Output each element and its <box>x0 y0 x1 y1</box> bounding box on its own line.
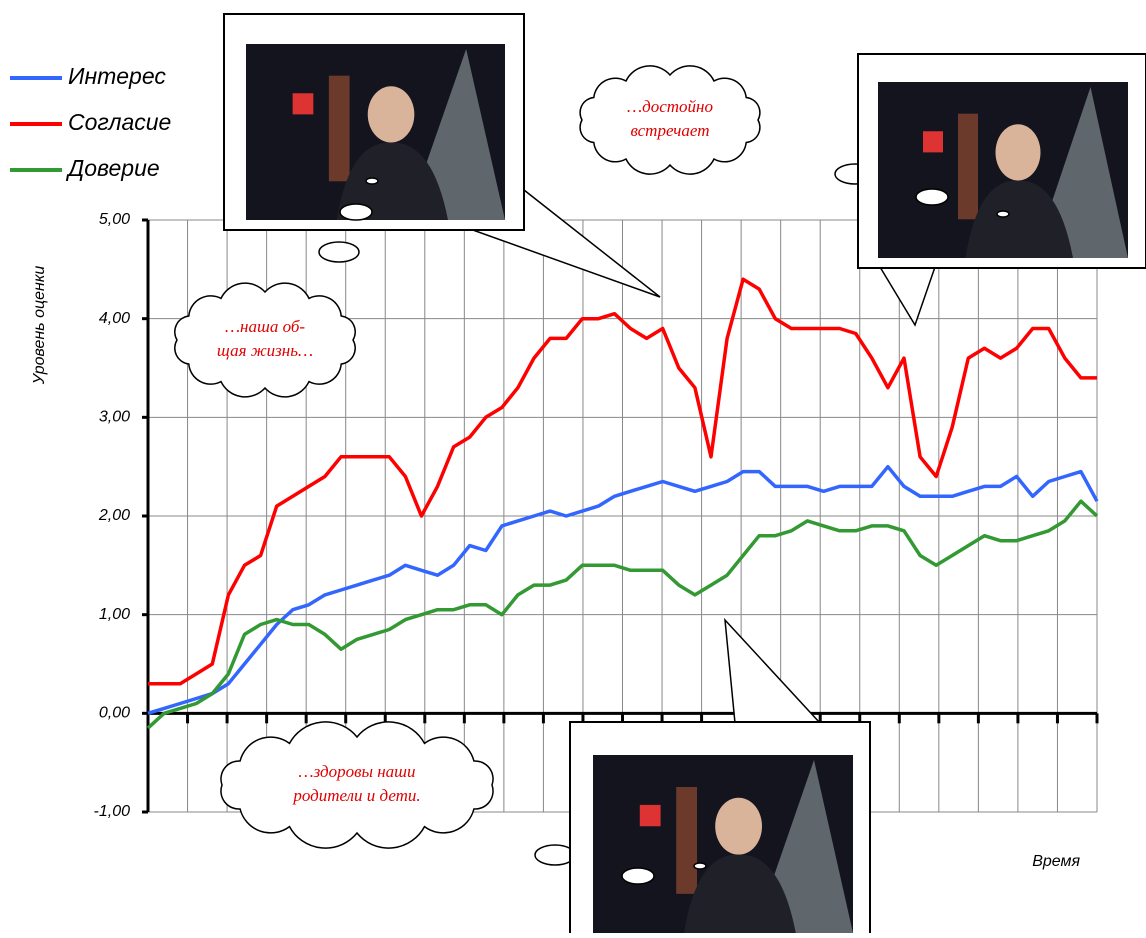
series-line <box>148 277 1097 686</box>
annotation: …здоровы наши <box>298 762 415 781</box>
thought-bubble <box>996 210 1010 218</box>
decorations: …достойно встречает …наша об-щая жизнь… …зд… <box>174 13 1146 938</box>
cloud <box>579 65 761 175</box>
callout-pointer <box>878 266 937 327</box>
suit <box>684 854 796 933</box>
annotation: …достойно <box>627 97 713 116</box>
face <box>367 86 415 143</box>
y-axis-label: Уровень оценки <box>31 266 48 386</box>
annotation: …наша об- <box>225 317 305 336</box>
legend-label: Интерес <box>68 63 166 89</box>
cloud <box>174 282 356 398</box>
tower <box>958 113 978 220</box>
annotation: щая жизнь… <box>217 341 313 360</box>
flag <box>923 131 943 153</box>
lines <box>146 277 1099 730</box>
tower <box>328 75 350 182</box>
cloud <box>220 721 494 849</box>
thought-bubble <box>915 188 949 206</box>
tower <box>676 787 697 894</box>
thought-bubble <box>339 203 373 221</box>
y-tick-label: 0,00 <box>99 705 130 722</box>
thought-bubble <box>621 867 655 885</box>
face <box>715 797 762 855</box>
suit <box>336 142 449 220</box>
thought-bubble <box>693 862 707 870</box>
y-tick-label: 5,00 <box>99 211 130 228</box>
y-tick-label: 3,00 <box>99 409 130 426</box>
annotation: родители и дети. <box>292 786 420 805</box>
flag <box>639 804 661 827</box>
legend-label: Согласие <box>68 109 171 135</box>
thought-bubble <box>365 177 379 185</box>
y-tick-label: 2,00 <box>98 507 130 524</box>
series-line <box>147 464 1099 715</box>
annotation: встречает <box>630 121 709 140</box>
series-line <box>146 499 1099 730</box>
x-axis-label: Время <box>1032 853 1080 870</box>
y-tick-label: -1,00 <box>94 803 131 820</box>
flag <box>292 93 314 115</box>
callout-pointer <box>724 617 822 724</box>
suit <box>965 180 1073 258</box>
face <box>995 124 1041 181</box>
y-tick-label: 4,00 <box>99 310 130 327</box>
thought-bubble <box>318 241 360 263</box>
legend-label: Доверие <box>65 155 160 181</box>
y-tick-label: 1,00 <box>99 606 130 623</box>
